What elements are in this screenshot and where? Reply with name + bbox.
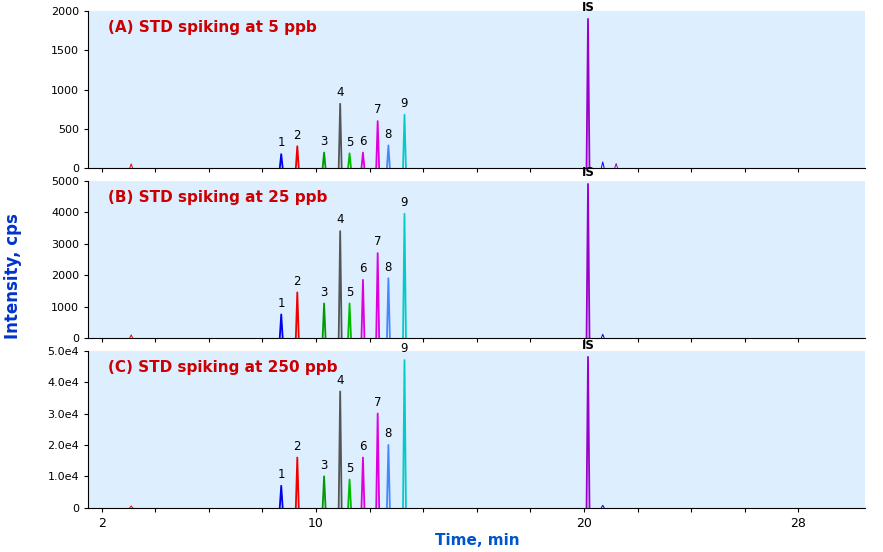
Text: (A) STD spiking at 5 ppb: (A) STD spiking at 5 ppb xyxy=(108,20,316,35)
Text: (C) STD spiking at 250 ppb: (C) STD spiking at 250 ppb xyxy=(108,360,337,375)
Text: 5: 5 xyxy=(346,136,353,148)
Text: 9: 9 xyxy=(401,196,408,209)
Text: 1: 1 xyxy=(277,136,285,150)
Text: 3: 3 xyxy=(321,459,328,471)
Text: 2: 2 xyxy=(293,440,301,453)
Text: 9: 9 xyxy=(401,342,408,355)
Text: 7: 7 xyxy=(374,396,381,409)
Text: 4: 4 xyxy=(336,86,343,99)
Text: 2: 2 xyxy=(293,129,301,141)
Text: 5: 5 xyxy=(346,462,353,475)
Text: 5: 5 xyxy=(346,286,353,299)
Text: 8: 8 xyxy=(385,261,392,274)
Text: 6: 6 xyxy=(359,440,366,453)
Text: 8: 8 xyxy=(385,427,392,440)
Text: 2: 2 xyxy=(293,275,301,288)
X-axis label: Time, min: Time, min xyxy=(434,533,519,548)
Text: 7: 7 xyxy=(374,236,381,248)
Text: 1: 1 xyxy=(277,297,285,310)
Text: IS: IS xyxy=(582,166,594,179)
Text: 4: 4 xyxy=(336,374,343,387)
Text: 6: 6 xyxy=(359,135,366,148)
Text: 9: 9 xyxy=(401,97,408,110)
Text: 4: 4 xyxy=(336,214,343,226)
Text: (B) STD spiking at 25 ppb: (B) STD spiking at 25 ppb xyxy=(108,190,327,205)
Text: IS: IS xyxy=(582,1,594,14)
Text: 7: 7 xyxy=(374,103,381,116)
Text: 3: 3 xyxy=(321,135,328,148)
Text: 1: 1 xyxy=(277,468,285,481)
Text: 8: 8 xyxy=(385,128,392,141)
Text: IS: IS xyxy=(582,339,594,352)
Text: 6: 6 xyxy=(359,262,366,275)
Text: Intensity, cps: Intensity, cps xyxy=(4,213,22,339)
Text: 3: 3 xyxy=(321,286,328,299)
